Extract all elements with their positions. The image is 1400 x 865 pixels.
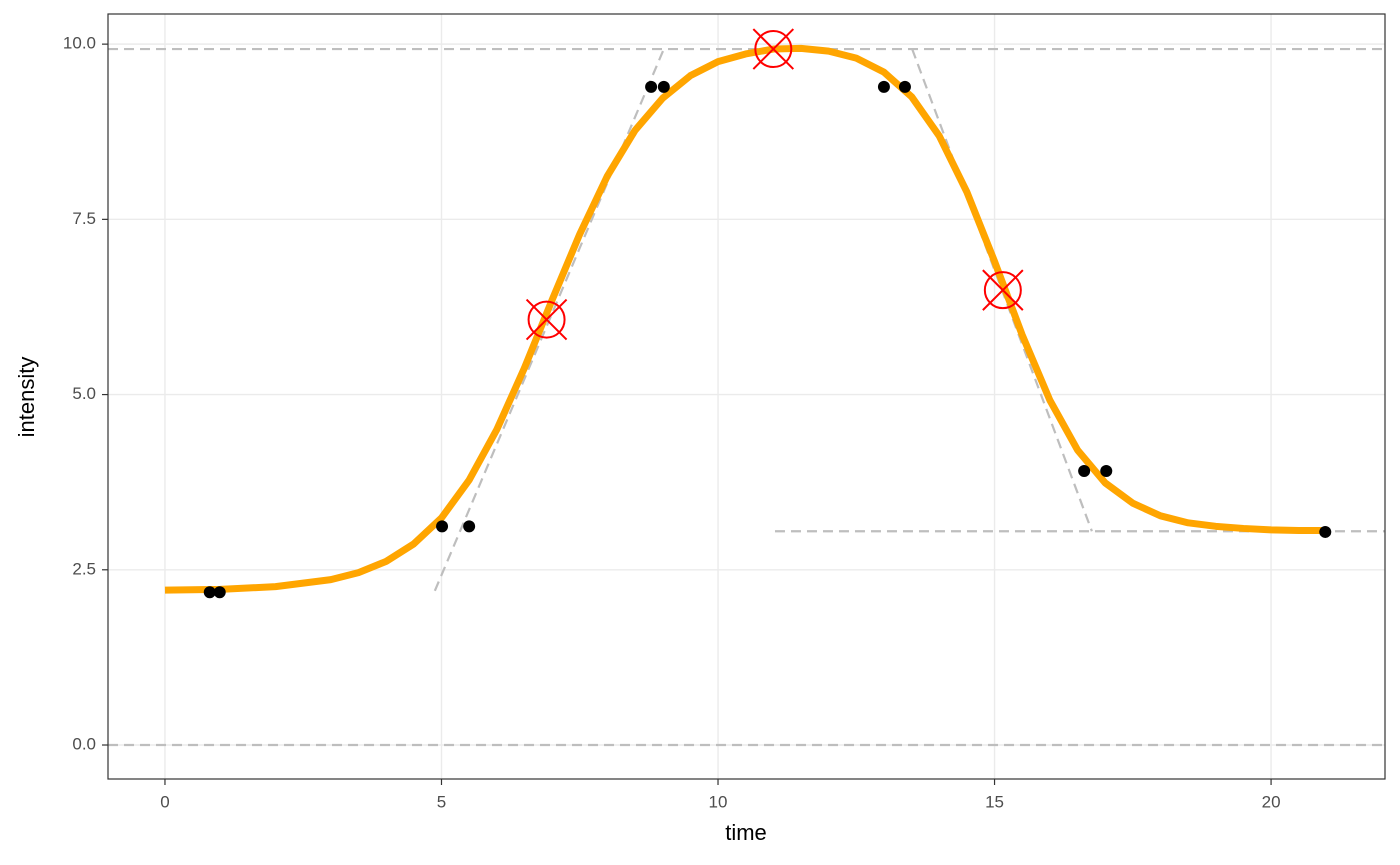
data-point xyxy=(463,520,476,533)
data-point xyxy=(877,80,890,93)
x-axis-title: time xyxy=(725,820,767,845)
reference-segment xyxy=(433,48,665,592)
x-tick-label: 15 xyxy=(985,792,1004,811)
key-point xyxy=(525,298,568,341)
data-point xyxy=(657,80,670,93)
key-point-circle xyxy=(527,300,566,339)
data-point xyxy=(645,80,658,93)
x-tick-label: 10 xyxy=(709,792,728,811)
y-tick-label: 7.5 xyxy=(72,209,96,228)
data-point xyxy=(898,80,911,93)
data-point xyxy=(1100,464,1113,477)
data-point xyxy=(1319,525,1332,538)
y-tick-label: 2.5 xyxy=(72,559,96,578)
key-point xyxy=(982,269,1024,311)
data-point xyxy=(1078,464,1091,477)
y-tick-label: 0.0 xyxy=(72,734,96,753)
key-point-circle xyxy=(754,30,793,69)
y-tick-label: 10.0 xyxy=(63,34,96,53)
marks xyxy=(164,28,1332,599)
key-point-circle xyxy=(983,271,1022,310)
data-point xyxy=(203,586,216,599)
key-point-cross xyxy=(525,298,568,341)
data-point xyxy=(436,520,449,533)
key-point xyxy=(752,28,795,70)
axes: 0 5 10 15 20 0.0 2.5 5.0 7.5 10.0 xyxy=(63,34,1281,812)
panel-border xyxy=(107,13,1386,780)
key-point-cross xyxy=(752,28,795,70)
y-tick-label: 5.0 xyxy=(72,384,96,403)
fitted-curve xyxy=(164,44,1327,594)
data-point xyxy=(213,586,226,599)
key-point-cross xyxy=(982,269,1024,311)
x-tick-label: 5 xyxy=(437,792,446,811)
x-tick-label: 20 xyxy=(1262,792,1281,811)
y-axis-title: intensity xyxy=(14,357,39,438)
x-tick-label: 0 xyxy=(160,792,169,811)
